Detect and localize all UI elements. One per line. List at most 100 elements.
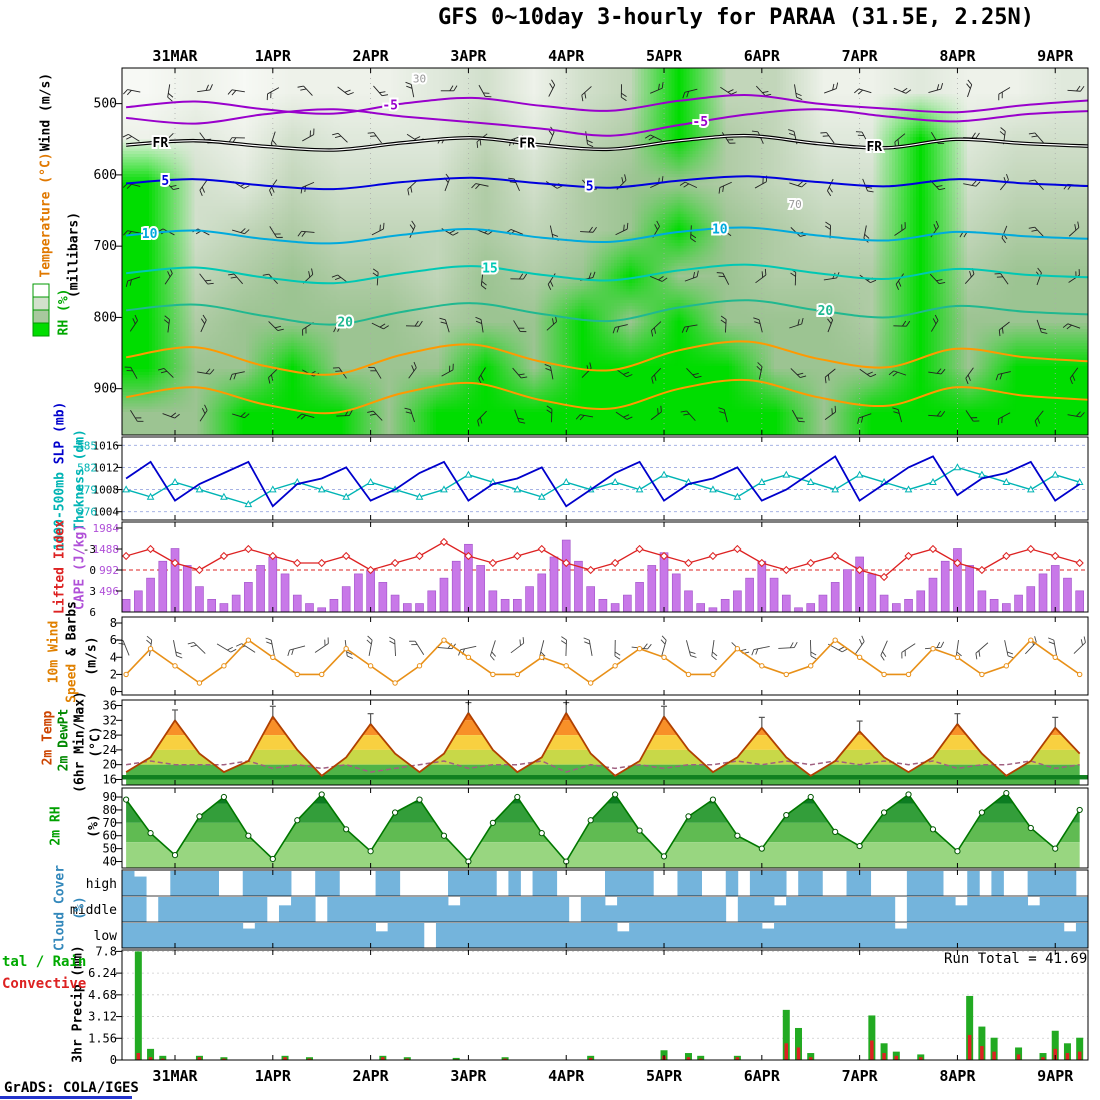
cape-bar [354,573,363,613]
cape-bar [671,573,681,613]
axis-caption: Speed & Barbs [65,601,80,703]
cloud-block [967,897,980,922]
thickness-marker [537,492,546,500]
cloud-block [798,923,811,948]
wind-barb [1067,411,1085,418]
cloud-block [532,871,546,896]
y-tick-label: 1004 [93,506,120,519]
date-label-bottom: 4APR [548,1067,585,1085]
thickness-marker [806,477,815,485]
precip-convective-bar [784,1043,789,1060]
contour-label: 20 [337,315,353,330]
cloud-block [435,897,449,922]
axis-caption: Wind (m/s) [39,73,54,151]
rh-marker [783,811,790,819]
wind-barb [173,640,183,659]
cloud-block [387,923,401,948]
contour-line [126,94,1088,115]
cloud-block [774,871,787,896]
wind-barb [337,86,354,96]
axis-caption: Convective [2,976,86,992]
axis-caption-segment: & Barbs [64,601,80,664]
cloud-block [218,923,232,948]
cloud-block [278,923,292,948]
cloud-block [1027,871,1041,896]
contour-label: -5 [382,98,398,113]
wind-barb [824,368,836,384]
wind-barb [790,368,807,378]
rh-marker [269,855,276,863]
date-label-top: 8APR [939,47,976,65]
lifted-index-marker [831,551,840,561]
cloud-block [194,871,207,896]
rh-marker [440,832,448,839]
cloud-block [1003,923,1016,948]
wind-barb [1067,85,1085,92]
date-label-top: 3APR [450,47,487,65]
cloud-block [979,897,992,922]
cape-bar [170,548,180,613]
axis-caption: Lifted Index [53,520,68,614]
lifted-index-marker [708,551,718,561]
rh-marker [318,791,325,798]
cloud-block [943,923,956,948]
cloud-block [979,923,992,948]
cape-bar [965,565,974,613]
wind-barb [686,368,702,379]
wind-barb [546,405,553,423]
cloud-block [858,897,872,922]
y-tick-label: 8 [110,616,117,630]
wind-speed-marker [514,671,521,678]
contour-label: 5 [161,174,169,189]
cloud-block [580,897,594,922]
cloud-block [146,923,159,948]
wind-speed-marker [539,654,545,660]
y-tick-label: 28 [103,728,117,742]
wind-speed-marker [661,654,667,660]
rh-line [125,792,1081,863]
cloud-block [677,897,690,922]
wind-barb [199,404,208,422]
cloud-block [1063,897,1077,922]
precip-convective-bar [161,1058,165,1060]
wind-barb [690,225,697,243]
cloud-block [798,871,811,896]
wind-barb [790,227,807,237]
cape-bar [1002,603,1011,613]
cloud-block [689,923,702,948]
wind-barb [408,361,417,379]
wind-barb [789,181,807,188]
cloud-block [737,897,751,922]
cloud-block [906,897,920,922]
axis-caption-segment: 2m DewPt [56,708,72,772]
wind-barb [893,320,911,327]
wind-barb [929,179,946,191]
cloud-block [544,923,558,948]
li-tick-label: 0 [89,564,96,577]
cape-tick-label: 1488 [93,543,120,556]
wind-barb [718,407,728,423]
wind-barb [371,222,385,236]
cape-bar [415,603,424,613]
wind-barb [200,314,207,333]
y-tick-label: 0 [110,1053,117,1067]
cloud-block [460,871,473,896]
cloud-block [774,905,787,922]
wind-barb [1034,410,1044,427]
cape-bar [513,598,522,613]
cloud-block [134,923,147,948]
date-label-top: 31MAR [152,47,198,65]
cloud-block [629,897,642,922]
li-tick-label: -3 [83,543,96,556]
date-label-top: 4APR [548,47,585,65]
cloud-block [363,897,376,922]
thickness-marker [562,477,571,485]
axis-caption: tal / Rain [2,954,86,970]
cloud-block [617,931,630,948]
cloud-block [918,923,932,948]
cloud-block [484,871,497,896]
thickness-marker [831,485,840,493]
li-tick-label: 6 [89,606,96,619]
cloud-block [665,897,678,922]
lifted-index-marker [659,551,669,561]
